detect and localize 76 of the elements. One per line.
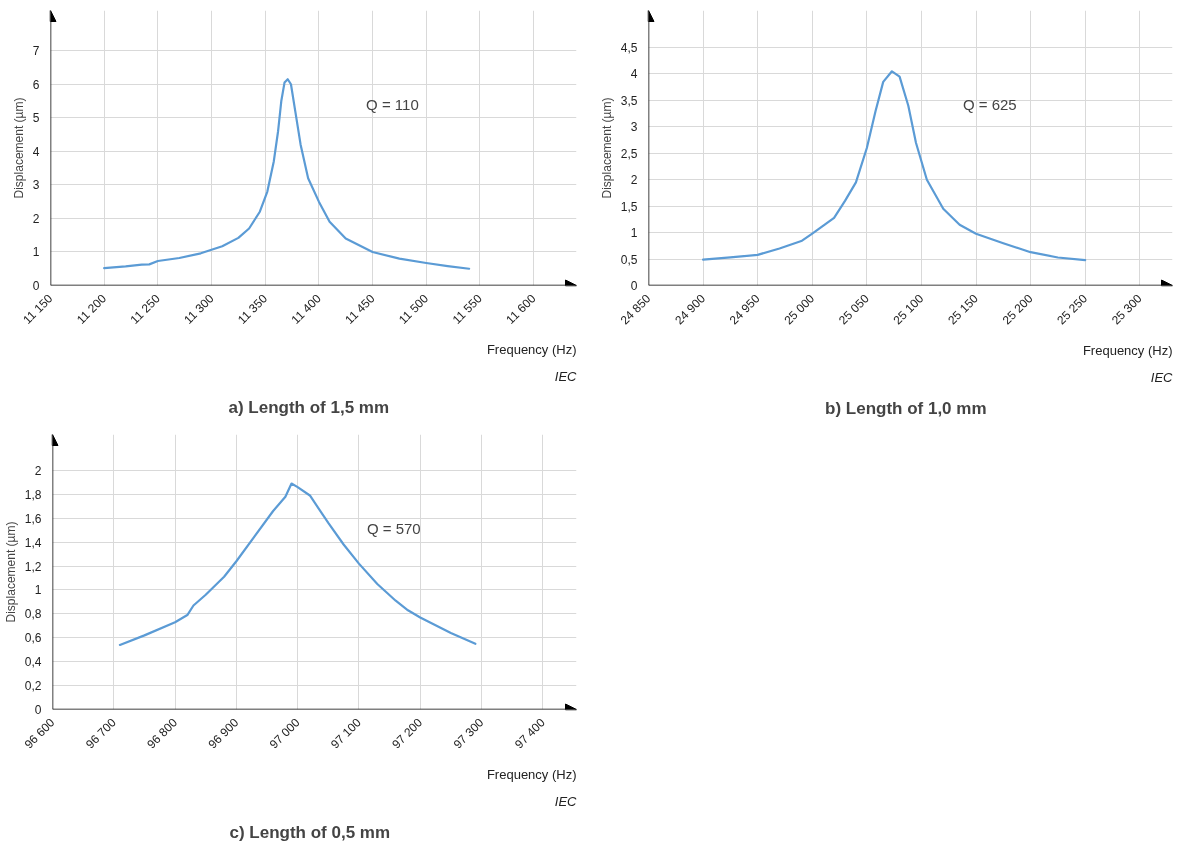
y-tick-label: 3 (630, 120, 638, 135)
y-axis-title: Displacement (µm) (599, 97, 614, 199)
y-tick-label: 2 (630, 173, 638, 188)
y-tick-label: 0 (34, 703, 42, 717)
x-tick-label: 97 200 (389, 715, 426, 752)
text: IEC (554, 793, 578, 809)
y-tick-label: 0,2 (24, 679, 42, 694)
x-tick-label: 25 300 (1108, 291, 1145, 328)
x-tick-label: 97 300 (450, 715, 487, 752)
y-tick-label: 0,8 (24, 607, 42, 622)
y-tick-label: 0 (630, 279, 638, 293)
y-tick-label: 4 (32, 144, 40, 159)
x-tick-label: 11 400 (288, 291, 325, 327)
x-tick-label: 11 450 (342, 291, 378, 327)
y-tick-label: 0 (32, 279, 40, 293)
y-tick-label: 0,4 (24, 655, 42, 670)
y-tick-label: 1 (630, 226, 638, 241)
annotation: Q = 625 (962, 95, 1017, 113)
y-tick-label: 4 (630, 67, 638, 82)
y-tick-label: 5 (32, 111, 40, 126)
y-tick-label: 0,5 (620, 252, 638, 267)
line-series (118, 482, 477, 647)
y-tick-label: 1,4 (24, 535, 42, 550)
y-tick-label: 6 (32, 77, 40, 92)
x-tick-label: 25 000 (781, 291, 818, 328)
line-series (701, 70, 1087, 262)
x-tick-label: 24 850 (617, 291, 654, 328)
y-tick-label: 3,5 (620, 93, 638, 108)
annotation: Q = 570 (366, 519, 421, 537)
y-axis-title: Displacement (µm) (3, 521, 18, 623)
x-tick-label: 11 500 (395, 291, 432, 327)
x-tick-label: 97 400 (511, 715, 548, 752)
y-tick-label: 1,5 (620, 199, 638, 214)
x-tick-label: 11 350 (234, 291, 271, 327)
x-tick-label: 24 900 (672, 291, 709, 328)
y-tick-label: 0,6 (24, 631, 42, 646)
y-tick-label: 1 (34, 583, 42, 598)
y-tick-label: 7 (32, 44, 40, 59)
y-tick-label: 4,5 (620, 41, 638, 56)
text: a) Length of 1,5 mm (228, 397, 390, 417)
x-tick-label: 11 200 (73, 291, 110, 327)
x-tick-label: 97 100 (328, 715, 365, 752)
line-series (103, 78, 471, 270)
x-tick-label: 97 000 (266, 715, 303, 752)
x-tick-label: 11 550 (449, 291, 486, 327)
x-tick-label: 25 250 (1054, 291, 1091, 328)
x-tick-label: 96 800 (144, 715, 181, 752)
y-tick-label: 1 (32, 245, 40, 260)
annotation: Q = 110 (366, 95, 419, 113)
y-tick-label: 1,8 (24, 487, 42, 502)
text: b) Length of 1,0 mm (825, 398, 987, 418)
x-axis-title: Frequency (Hz) (486, 341, 577, 357)
x-axis-title: Frequency (Hz) (1082, 342, 1173, 358)
x-tick-label: 96 600 (21, 715, 58, 752)
text: c) Length of 0,5 mm (229, 822, 391, 842)
x-tick-label: 11 600 (503, 291, 539, 327)
text: IEC (1150, 369, 1174, 385)
y-tick-label: 3 (32, 178, 40, 193)
y-tick-label: 2,5 (620, 146, 638, 161)
x-tick-label: 25 200 (999, 291, 1036, 328)
x-tick-label: 11 250 (127, 291, 164, 327)
y-tick-label: 2 (32, 211, 40, 226)
text: IEC (554, 368, 578, 384)
y-tick-label: 1,6 (24, 511, 42, 526)
x-tick-label: 11 300 (181, 291, 217, 327)
x-tick-label: 24 950 (726, 291, 763, 328)
x-tick-label: 25 100 (890, 291, 927, 328)
x-tick-label: 96 900 (205, 715, 242, 752)
y-tick-label: 1,2 (24, 559, 42, 574)
y-axis-title: Displacement (µm) (11, 97, 26, 199)
x-tick-label: 96 700 (82, 715, 119, 752)
y-tick-label: 2 (34, 463, 42, 478)
x-tick-label: 25 150 (945, 291, 982, 328)
x-tick-label: 25 050 (835, 291, 873, 328)
x-tick-label: 11 150 (20, 291, 56, 327)
x-axis-title: Frequency (Hz) (486, 766, 577, 782)
